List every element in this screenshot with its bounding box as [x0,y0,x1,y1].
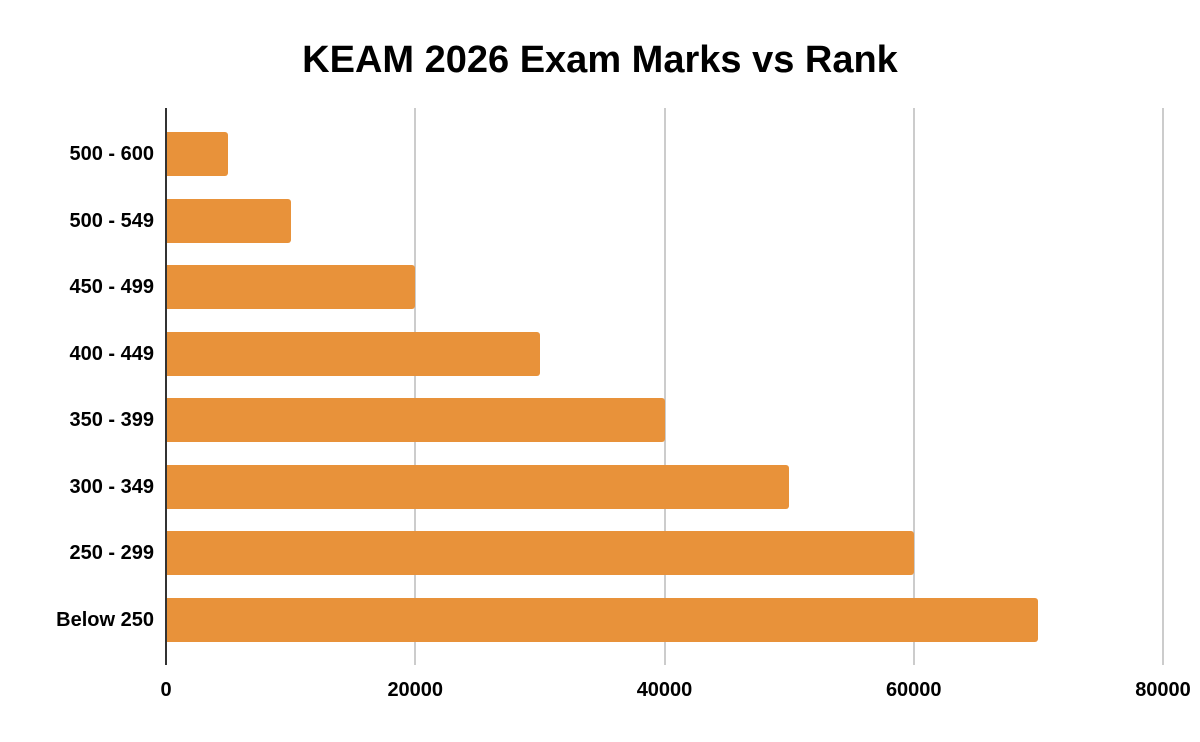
bar [166,199,291,243]
bar [166,332,540,376]
x-tick-label: 0 [160,679,172,701]
gridline [1162,108,1164,665]
y-category-label: 300 - 349 [69,476,154,498]
y-category-label: 350 - 399 [69,409,154,431]
y-category-label: 450 - 499 [69,276,154,298]
y-category-label: 500 - 600 [69,143,154,165]
bar [166,531,914,575]
y-category-label: Below 250 [56,609,154,631]
bar [166,132,229,176]
y-category-label: 250 - 299 [69,542,154,564]
x-tick-label: 40000 [636,679,693,701]
gridline [663,108,666,665]
bar [166,265,416,309]
x-tick-label: 80000 [1135,679,1191,701]
bar [166,465,790,509]
x-tick-label: 20000 [387,679,444,701]
bar [166,398,665,442]
x-tick-label: 60000 [885,679,942,701]
bar [166,598,1039,642]
gridline [414,108,417,665]
y-category-label: 500 - 549 [69,210,154,232]
y-axis-line [165,108,167,665]
chart-title: KEAM 2026 Exam Marks vs Rank [302,39,898,81]
y-category-label: 400 - 449 [69,343,154,365]
gridline [912,108,915,665]
